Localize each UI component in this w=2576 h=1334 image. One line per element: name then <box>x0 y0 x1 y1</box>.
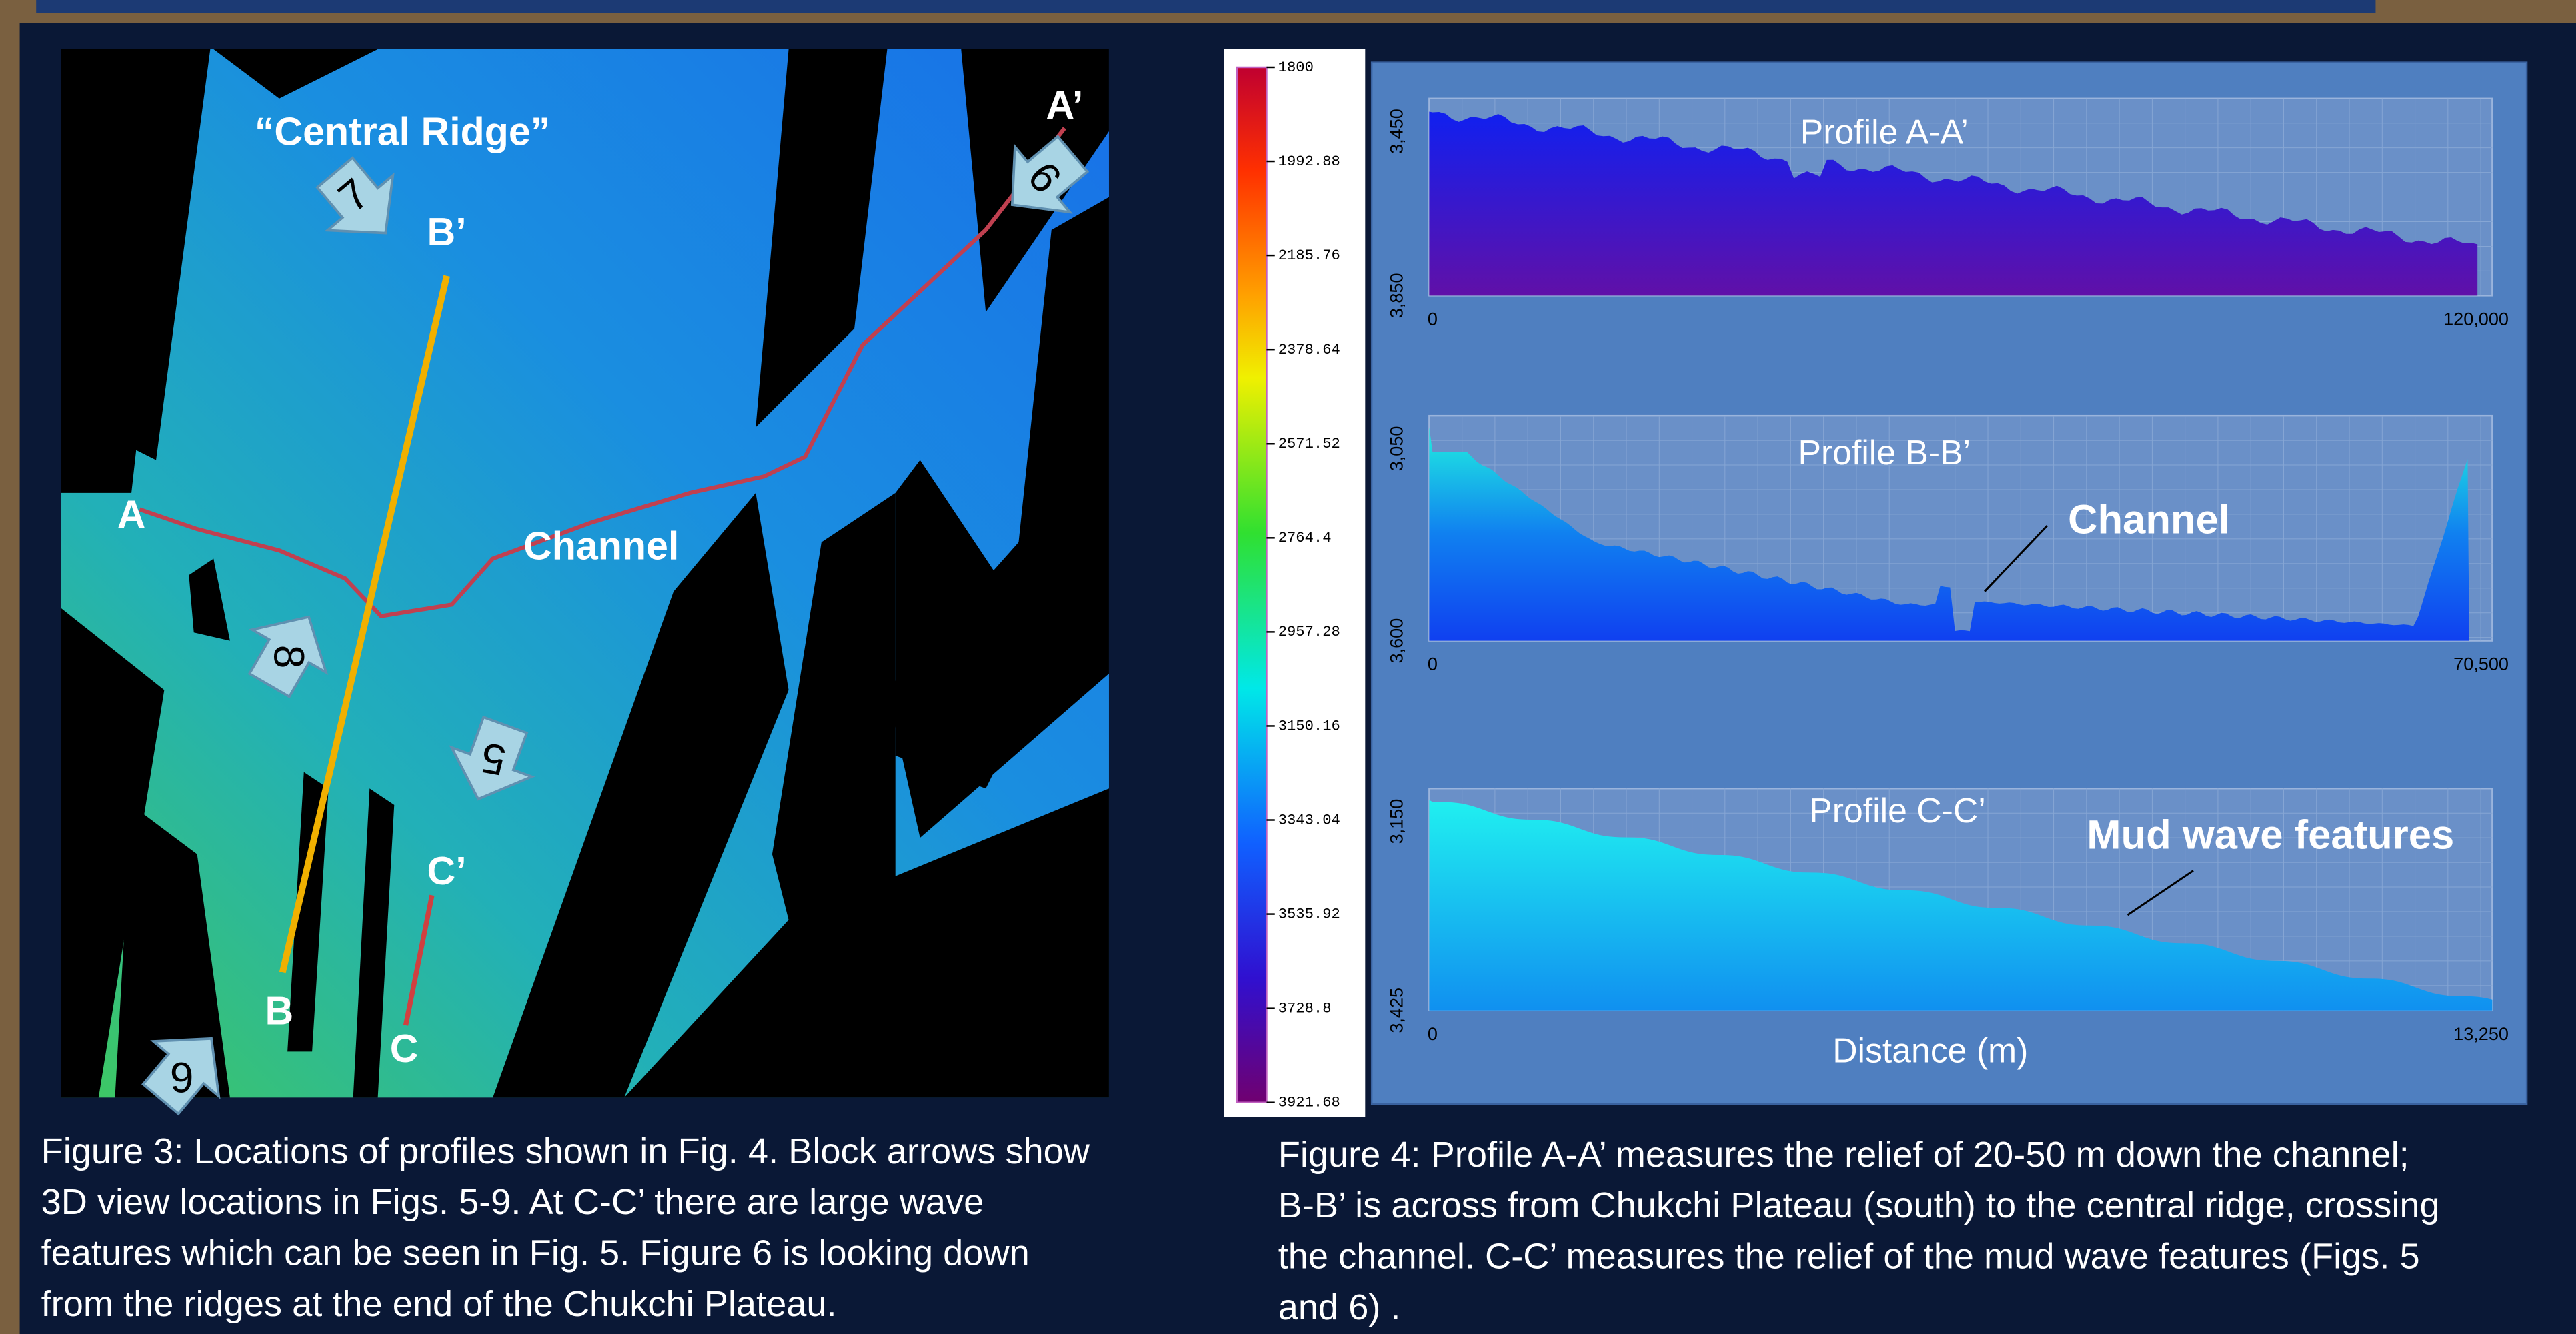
profile-title: Profile B-B’ <box>1798 433 1971 472</box>
x-tick-label: 0 <box>1428 308 1438 329</box>
map-label: B’ <box>427 209 467 254</box>
colorbar-tick-label: 2378.64 <box>1278 342 1340 358</box>
annotation: Channel <box>2068 497 2230 543</box>
y-tick-label: 3,150 <box>1386 799 1407 844</box>
caption-line: 3D view locations in Figs. 5-9. At C-C’ … <box>41 1182 984 1222</box>
x-tick-label: 70,500 <box>2453 654 2509 674</box>
top-bar <box>36 0 2375 13</box>
caption-line: Figure 3: Locations of profiles shown in… <box>41 1131 1090 1171</box>
colorbar-tick-label: 2764.4 <box>1278 530 1332 546</box>
map-label: Channel <box>523 523 679 568</box>
x-tick-label: 120,000 <box>2443 308 2509 329</box>
colorbar-tick-label: 3150.16 <box>1278 718 1340 734</box>
caption-line: and 6) . <box>1278 1287 1401 1327</box>
caption-line: from the ridges at the end of the Chukch… <box>41 1284 837 1324</box>
colorbar-tick-label: 3921.68 <box>1278 1095 1340 1111</box>
colorbar-tick-label: 2185.76 <box>1278 247 1340 264</box>
x-axis-label: Distance (m) <box>1832 1031 2028 1069</box>
colorbar-tick-label: 3343.04 <box>1278 812 1340 828</box>
map: “Central Ridge” A’ B’ A Channel C’ B C 7… <box>61 49 1109 1127</box>
x-tick-label: 0 <box>1428 654 1438 674</box>
colorbar-tick-label: 2957.28 <box>1278 624 1340 640</box>
arrow-number: 8 <box>265 645 313 669</box>
colorbar-tick-label: 1992.88 <box>1278 153 1340 170</box>
map-label: “Central Ridge” <box>255 109 550 154</box>
arrow-number: 6 <box>170 1053 194 1101</box>
colorbar-tick-label: 3535.92 <box>1278 906 1340 922</box>
caption-line: the channel. C-C’ measures the relief of… <box>1278 1236 2420 1276</box>
x-tick-label: 13,250 <box>2453 1023 2509 1044</box>
y-tick-label: 3,850 <box>1386 273 1407 318</box>
page: {"map":{"labels":["“Central Ridge”","A’"… <box>0 0 2576 1334</box>
y-tick-label: 3,450 <box>1386 109 1407 154</box>
figure: “Central Ridge” A’ B’ A Channel C’ B C 7… <box>0 0 2576 1334</box>
colorbar <box>1237 67 1266 1103</box>
map-label: A’ <box>1046 83 1084 127</box>
map-label: C’ <box>427 848 467 893</box>
colorbar-tick-label: 1800 <box>1278 59 1314 76</box>
map-label: A <box>117 492 146 536</box>
profile-title: Profile A-A’ <box>1800 113 1969 151</box>
y-tick-label: 3,600 <box>1386 618 1407 664</box>
y-tick-label: 3,425 <box>1386 988 1407 1033</box>
map-label: B <box>265 988 293 1033</box>
colorbar-tick-label: 3728.8 <box>1278 1000 1332 1017</box>
annotation: Mud wave features <box>2087 812 2454 858</box>
caption-line: B-B’ is across from Chukchi Plateau (sou… <box>1278 1185 2440 1225</box>
colorbar-tick-label: 2571.52 <box>1278 436 1340 452</box>
y-tick-label: 3,050 <box>1386 426 1407 472</box>
map-label: C <box>390 1026 419 1071</box>
caption-line: features which can be seen in Fig. 5. Fi… <box>41 1233 1030 1273</box>
x-tick-label: 0 <box>1428 1023 1438 1044</box>
profile-title: Profile C-C’ <box>1809 791 1985 830</box>
caption-line: Figure 4: Profile A-A’ measures the reli… <box>1278 1135 2409 1175</box>
